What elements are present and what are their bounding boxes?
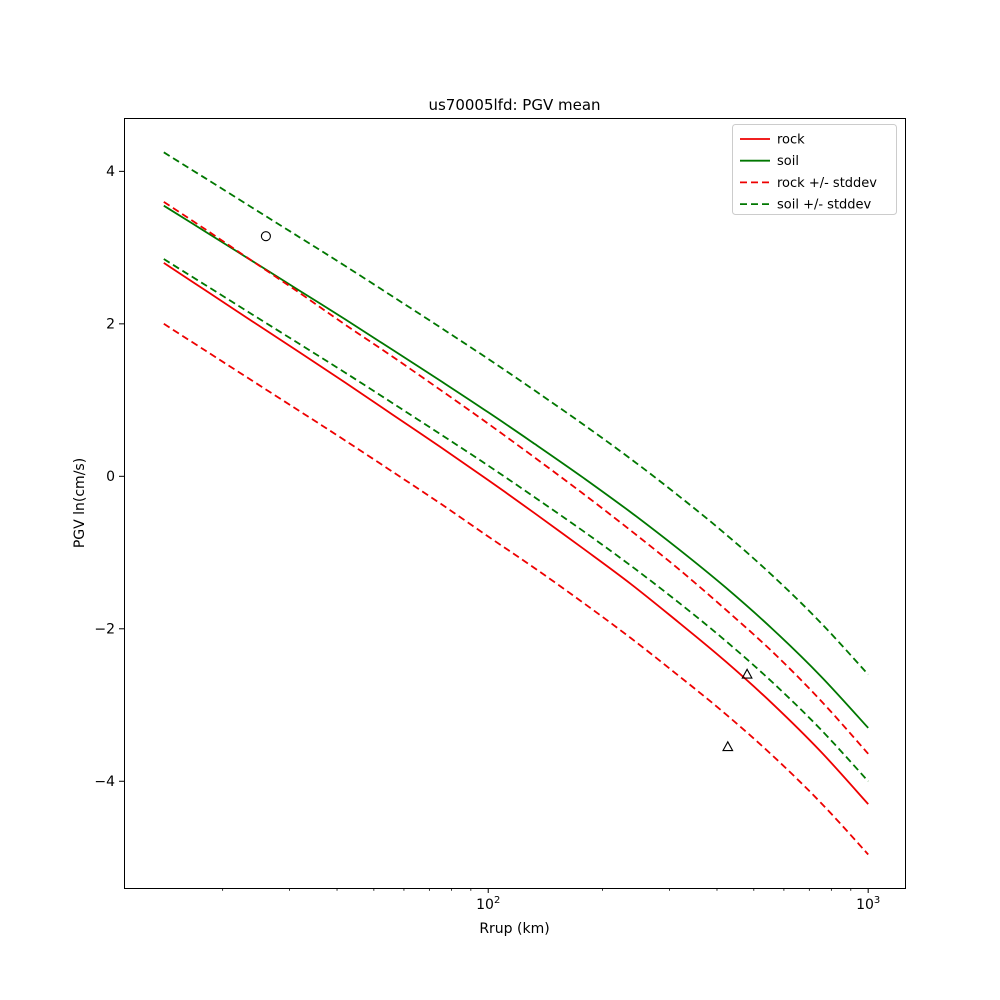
data-point-circle [260, 231, 271, 242]
y-tick-label: 0 [106, 469, 115, 485]
legend-label: rock [777, 133, 805, 148]
series-line [163, 201, 869, 755]
series-line [163, 323, 869, 856]
legend-box [732, 124, 897, 215]
series-line [163, 204, 869, 729]
legend-label: soil +/- stddev [777, 198, 872, 213]
chart-title: us70005lfd: PGV mean [428, 96, 601, 114]
y-tick-label: −4 [94, 774, 115, 790]
x-tick-label: 102 [476, 895, 500, 913]
data-point-triangle [722, 740, 734, 752]
series-line [163, 262, 869, 805]
x-axis-label: Rrup (km) [479, 921, 550, 937]
y-tick-label: 2 [106, 317, 115, 333]
legend: rock soil rock +/- stddev soil +/- stddev [732, 124, 897, 215]
legend-label: rock +/- stddev [777, 176, 877, 191]
series-line [163, 151, 869, 676]
series-line [163, 258, 869, 782]
axes-frame [124, 118, 906, 889]
y-axis-label: PGV ln(cm/s) [72, 457, 88, 549]
y-tick-label: −2 [94, 622, 115, 638]
legend-label: soil [777, 154, 799, 169]
x-tick-label: 103 [856, 895, 880, 913]
y-tick-label: 4 [106, 164, 115, 180]
data-point-triangle [741, 668, 753, 679]
